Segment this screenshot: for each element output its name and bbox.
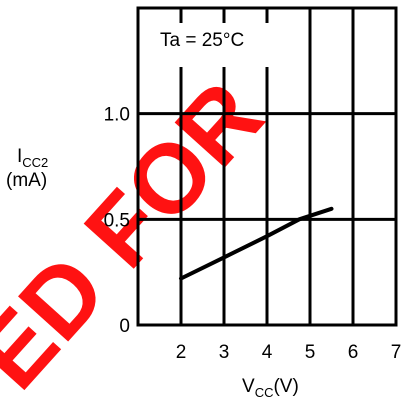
- y-tick-label: 1.0: [104, 105, 130, 126]
- x-tick-label: 2: [176, 342, 187, 363]
- x-axis-label: VCC(V): [242, 376, 299, 400]
- x-tick-labels: 2 3 4 5 6 7: [176, 342, 402, 363]
- y-axis-unit: (mA): [6, 170, 47, 191]
- y-tick-labels: 0 0.5 1.0: [104, 105, 130, 337]
- x-tick-label: 5: [305, 342, 316, 363]
- y-tick-label: 0: [119, 316, 130, 337]
- series-group: [179, 206, 334, 281]
- plot-frame: [136, 6, 398, 327]
- temperature-annotation: Ta = 25°C: [160, 30, 244, 51]
- series-line: [179, 206, 334, 281]
- x-tick-label: 7: [391, 342, 402, 363]
- annotation-background: [158, 25, 270, 53]
- x-tick-label: 3: [219, 342, 230, 363]
- y-tick-label: 0.5: [104, 210, 130, 231]
- x-tick-label: 4: [262, 342, 273, 363]
- x-tick-label: 6: [348, 342, 359, 363]
- plot-border: [136, 6, 398, 327]
- grid: [138, 8, 396, 325]
- y-axis-label: ICC2: [17, 146, 48, 170]
